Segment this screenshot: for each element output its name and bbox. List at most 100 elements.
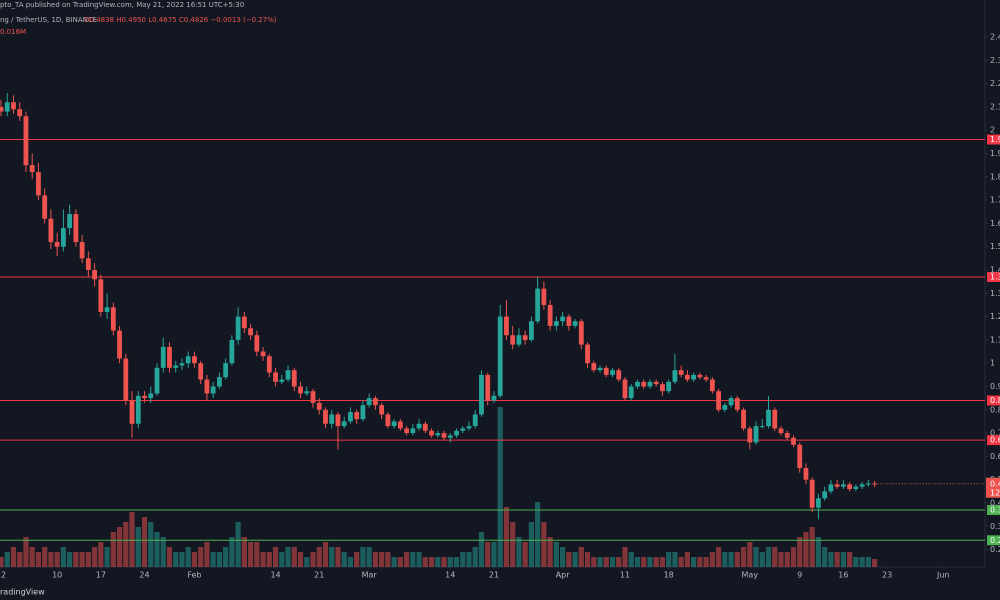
candle-body	[142, 395, 147, 399]
volume-bar	[297, 552, 304, 567]
candle-body	[192, 356, 197, 364]
level-label: 1.3	[990, 272, 1000, 281]
volume-bar	[272, 547, 279, 567]
candle-body	[379, 405, 385, 415]
volume-bar	[659, 557, 666, 567]
volume-value: 0.016M	[0, 28, 26, 36]
candle-body	[397, 421, 403, 429]
x-tick-label: 16	[838, 571, 848, 580]
x-tick-label: 17	[96, 571, 106, 580]
volume-bar	[241, 537, 247, 567]
candle-body	[117, 330, 122, 359]
candle-body	[323, 409, 328, 424]
volume-bar	[123, 522, 129, 567]
candle-body	[678, 370, 684, 375]
volume-bar	[747, 542, 753, 567]
level-label: 0.2	[990, 536, 1000, 545]
candle-body	[167, 346, 172, 368]
candle-body	[4, 102, 10, 112]
volume-bar	[603, 557, 609, 567]
volume-bar	[0, 557, 4, 567]
volume-bar	[815, 537, 822, 567]
y-tick-label: 0.8	[990, 405, 1000, 414]
volume-bar	[48, 552, 54, 567]
candle-body	[728, 398, 734, 406]
volume-bar	[828, 552, 834, 567]
volume-bar	[17, 552, 23, 567]
volume-bar	[266, 552, 272, 567]
candle-body	[709, 379, 715, 392]
candle-body	[179, 363, 185, 366]
candle-body	[541, 288, 547, 305]
volume-bar	[185, 547, 191, 567]
candle-body	[504, 316, 509, 336]
candle-body	[385, 414, 391, 427]
volume-bar	[85, 552, 91, 567]
volume-bar	[248, 542, 254, 567]
volume-bar	[422, 557, 428, 567]
volume-bar	[678, 557, 684, 567]
volume-bar	[391, 557, 397, 567]
candle-body	[610, 370, 615, 375]
candle-body	[185, 356, 191, 364]
x-tick-label: May	[742, 571, 759, 580]
candle-body	[647, 381, 653, 387]
volume-bar	[566, 552, 572, 567]
candle-body	[279, 379, 285, 382]
volume-bar	[578, 547, 584, 567]
volume-bar	[641, 557, 647, 567]
volume-bar	[740, 547, 747, 567]
volume-bar	[92, 547, 98, 567]
candle-body	[578, 321, 584, 345]
candle-body	[485, 374, 491, 401]
volume-bar	[672, 552, 678, 567]
volume-bar	[216, 552, 222, 567]
volume-bar	[379, 552, 385, 567]
candle-body	[772, 409, 778, 429]
y-tick-label: 0.3	[990, 522, 1000, 531]
candle-body	[254, 335, 260, 352]
volume-bar	[316, 547, 322, 567]
candle-body	[92, 270, 97, 280]
volume-bar	[235, 522, 241, 567]
candle-body	[672, 370, 678, 382]
x-tick-label: 21	[489, 571, 499, 580]
volume-bar	[347, 557, 354, 567]
candle-body	[129, 400, 135, 424]
candle-body	[98, 279, 104, 312]
volume-bar	[453, 557, 460, 567]
volume-bar	[803, 532, 809, 567]
volume-bar	[728, 552, 734, 567]
candle-body	[67, 214, 73, 229]
volume-bar	[765, 547, 772, 567]
volume-bar	[697, 557, 703, 567]
last-price-label: 0.4	[990, 479, 1000, 488]
candle-body	[123, 358, 129, 401]
candle-body	[691, 374, 697, 380]
candle-body	[560, 316, 565, 322]
volume-bar	[535, 502, 541, 567]
candle-body	[248, 328, 253, 336]
volume-bar	[335, 547, 341, 567]
level-label-box	[987, 134, 1000, 145]
candle-body	[859, 484, 865, 487]
candle-body	[460, 428, 466, 431]
volume-bar	[54, 552, 60, 567]
volume-bar	[447, 557, 453, 567]
candle-body	[173, 365, 179, 368]
candle-body	[85, 258, 91, 270]
volume-bar	[35, 552, 42, 567]
candle-body	[241, 316, 247, 329]
x-tick-label: Feb	[187, 571, 201, 580]
candle-body	[441, 433, 447, 438]
volume-bar	[179, 552, 185, 567]
candle-body	[666, 381, 672, 392]
volume-bar	[285, 547, 291, 567]
volume-bar	[435, 557, 441, 567]
candle-body	[853, 486, 859, 490]
candle-body	[828, 484, 834, 492]
volume-bar	[73, 552, 79, 567]
candle-body	[547, 304, 553, 326]
volume-bar	[428, 557, 435, 567]
